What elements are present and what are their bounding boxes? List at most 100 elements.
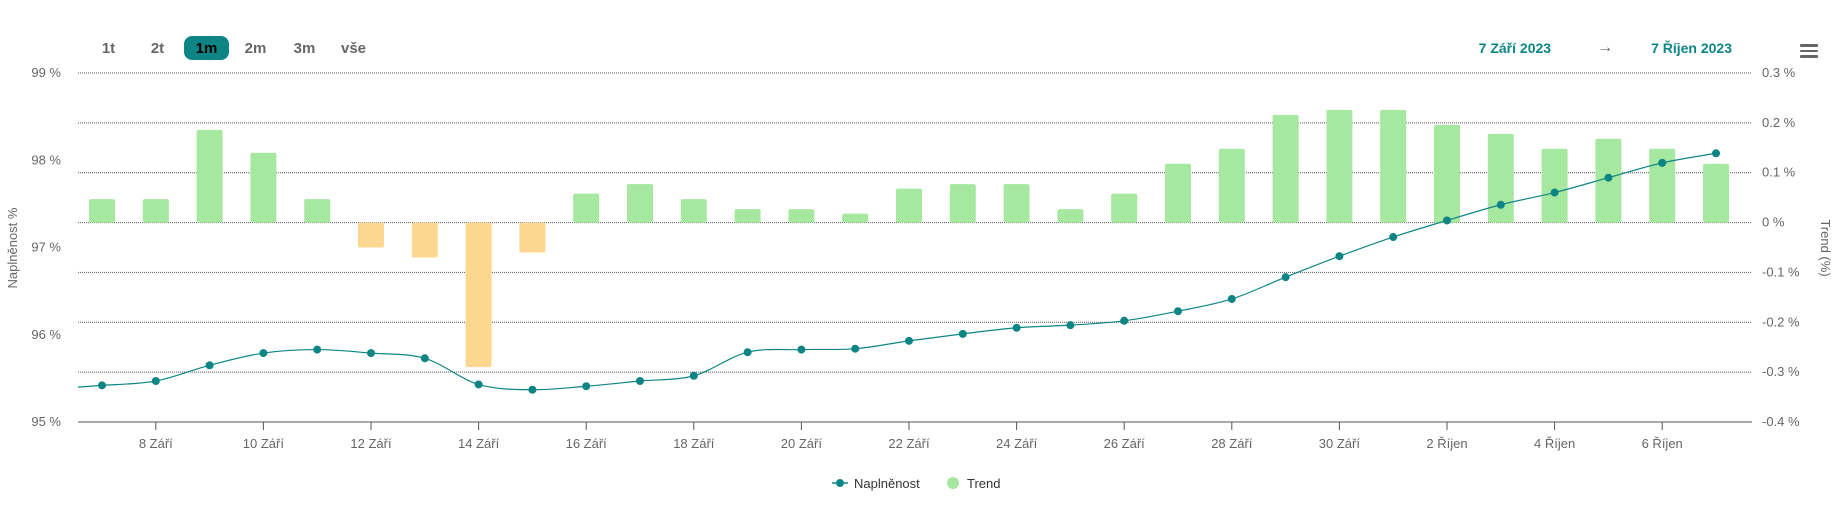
naplnenost-point [1227, 294, 1236, 303]
range-button-1t[interactable]: 1t [86, 36, 131, 60]
naplnenost-point [528, 385, 537, 394]
y-left-tick-label: 95 % [31, 414, 61, 429]
naplnenost-point [1174, 307, 1182, 316]
trend-bar [142, 199, 169, 223]
x-tick-label: 8 Září [139, 436, 173, 451]
naplnenost-point [797, 345, 806, 354]
x-tick-label: 6 Říjen [1642, 436, 1683, 451]
trend-bar [1057, 209, 1084, 223]
y-left-tick-label: 96 % [31, 327, 61, 342]
range-button-1m[interactable]: 1m [184, 36, 229, 60]
y-right-tick-label: 0.1 % [1762, 165, 1796, 180]
trend-bar [1218, 148, 1245, 223]
legend-naplnenost-label[interactable]: Naplněnost [854, 476, 920, 491]
trend-bar [788, 209, 815, 223]
naplnenost-point [1443, 216, 1451, 225]
hamburger-menu-icon[interactable] [1800, 44, 1818, 58]
range-button-3m[interactable]: 3m [282, 36, 327, 60]
trend-bar [196, 129, 223, 223]
x-tick-label: 16 Září [566, 436, 608, 451]
naplnenost-point [1604, 173, 1613, 182]
x-tick-label: 30 Září [1319, 436, 1361, 451]
naplnenost-point [474, 380, 483, 389]
trend-bar [1272, 114, 1299, 223]
naplnenost-point [958, 329, 967, 338]
x-tick-label: 28 Září [1211, 436, 1253, 451]
range-button-2m[interactable]: 2m [233, 36, 278, 60]
naplnenost-point [367, 349, 375, 358]
y-right-tick-label: 0.2 % [1762, 115, 1796, 130]
trend-bar [1111, 193, 1138, 223]
trend-bar [573, 193, 600, 223]
y-left-axis-title: Naplněnost % [5, 207, 20, 288]
naplnenost-point [151, 376, 160, 385]
trend-bar [1487, 133, 1514, 223]
trend-bar [842, 213, 869, 223]
y-right-tick-label: -0.1 % [1762, 264, 1800, 279]
naplnenost-point [743, 348, 752, 357]
naplnenost-point [905, 336, 913, 345]
trend-bar [519, 222, 546, 253]
arrow-icon: → [1597, 39, 1614, 56]
naplnenost-point [636, 376, 644, 385]
y-right-tick-label: -0.4 % [1762, 414, 1800, 429]
naplnenost-point [205, 361, 214, 370]
naplnenost-point [689, 371, 698, 380]
x-tick-label: 4 Říjen [1534, 436, 1575, 451]
naplnenost-point [1012, 323, 1021, 332]
x-tick-label: 12 Září [350, 436, 392, 451]
naplnenost-point [313, 345, 322, 354]
naplnenost-point [259, 349, 268, 358]
naplnenost-point [1281, 273, 1290, 282]
range-selector: 1t 2t 1m 2m 3m vše [86, 36, 380, 60]
y-right-tick-label: -0.3 % [1762, 364, 1800, 379]
x-tick-label: 24 Září [996, 436, 1038, 451]
trend-bar [734, 209, 761, 223]
naplnenost-point [851, 344, 860, 353]
trend-bar [1649, 148, 1676, 223]
naplnenost-point [98, 381, 106, 390]
trend-bar [358, 222, 384, 248]
trend-bar [250, 152, 277, 223]
naplnenost-point [1550, 188, 1559, 197]
trend-bar [1003, 184, 1030, 223]
x-tick-label: 26 Září [1104, 436, 1146, 451]
naplnenost-line [77, 152, 1717, 391]
y-right-tick-label: -0.2 % [1762, 314, 1800, 329]
trend-bar [1165, 163, 1191, 223]
x-tick-label: 2 Říjen [1426, 436, 1467, 451]
x-tick-label: 18 Září [673, 436, 715, 451]
y-left-tick-label: 98 % [31, 152, 61, 167]
x-tick-label: 22 Září [888, 436, 930, 451]
naplnenost-point [1389, 233, 1398, 242]
naplnenost-point [582, 382, 591, 391]
trend-bar [1541, 148, 1568, 223]
date-to[interactable]: 7 Říjen 2023 [1651, 40, 1732, 56]
y-left-tick-label: 97 % [31, 240, 61, 255]
trend-bar [949, 184, 976, 223]
range-button-vše[interactable]: vše [331, 36, 376, 60]
trend-bar [896, 188, 922, 223]
trend-bar [465, 222, 492, 368]
trend-bar [304, 199, 331, 223]
trend-bar [1703, 163, 1729, 223]
legend-trend-label[interactable]: Trend [967, 476, 1000, 491]
naplnenost-point [1712, 149, 1720, 158]
y-right-tick-label: 0 % [1762, 215, 1785, 230]
x-tick-label: 20 Září [781, 436, 823, 451]
x-tick-label: 14 Září [458, 436, 500, 451]
y-right-tick-label: 0.3 % [1762, 65, 1796, 80]
trend-bar [411, 222, 438, 258]
trend-bar [1434, 124, 1460, 223]
naplnenost-point [1120, 316, 1129, 325]
legend-naplnenost-marker [836, 479, 844, 487]
range-button-2t[interactable]: 2t [135, 36, 180, 60]
trend-bar [1380, 109, 1407, 223]
legend-trend-marker [947, 477, 959, 489]
naplnenost-point [1658, 158, 1667, 167]
y-right-axis-title: Trend (%) [1818, 219, 1833, 276]
trend-bar [1326, 109, 1353, 223]
trend-bar [680, 199, 707, 223]
date-from[interactable]: 7 Září 2023 [1478, 40, 1552, 56]
trend-bar [627, 184, 653, 223]
